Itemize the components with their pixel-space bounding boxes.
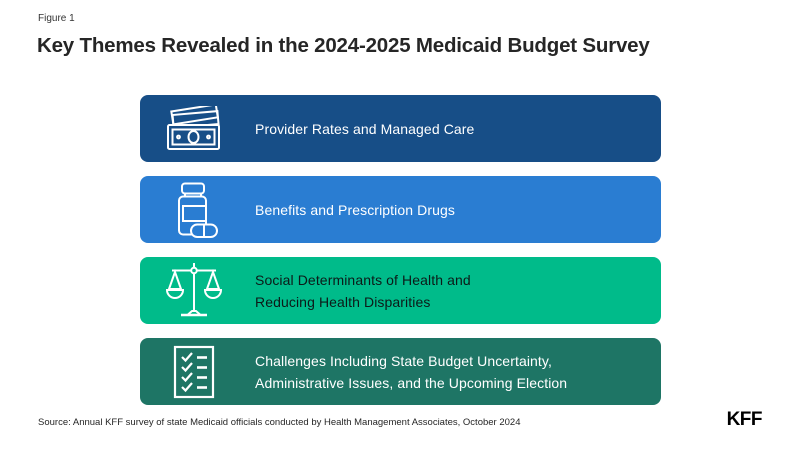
theme-bar-challenges: Challenges Including State Budget Uncert… (140, 338, 661, 405)
theme-bars: Provider Rates and Managed Care Benefits… (140, 95, 661, 419)
money-bills-icon (164, 105, 224, 152)
kff-logo: KFF (726, 409, 763, 430)
theme-label-line: Challenges Including State Budget Uncert… (255, 352, 552, 369)
theme-label: Benefits and Prescription Drugs (255, 199, 455, 221)
page-title: Key Themes Revealed in the 2024-2025 Med… (37, 34, 650, 57)
figure-label: Figure 1 (38, 13, 75, 24)
theme-label-line: Administrative Issues, and the Upcoming … (255, 374, 568, 391)
theme-label: Social Determinants of Health and Reduci… (255, 269, 471, 313)
theme-label-line: Reducing Health Disparities (255, 293, 431, 310)
theme-bar-provider-rates: Provider Rates and Managed Care (140, 95, 661, 162)
theme-label-line: Social Determinants of Health and (255, 271, 471, 288)
theme-label-line: Benefits and Prescription Drugs (255, 201, 455, 218)
theme-label-line: Provider Rates and Managed Care (255, 120, 475, 137)
balance-scales-icon (164, 262, 224, 320)
theme-bar-social-determinants: Social Determinants of Health and Reduci… (140, 257, 661, 324)
theme-label: Provider Rates and Managed Care (255, 118, 474, 140)
checklist-icon (164, 345, 224, 399)
theme-label: Challenges Including State Budget Uncert… (255, 350, 567, 394)
theme-bar-benefits-drugs: Benefits and Prescription Drugs (140, 176, 661, 243)
source-note: Source: Annual KFF survey of state Medic… (38, 417, 521, 428)
pill-bottle-icon (164, 182, 224, 238)
